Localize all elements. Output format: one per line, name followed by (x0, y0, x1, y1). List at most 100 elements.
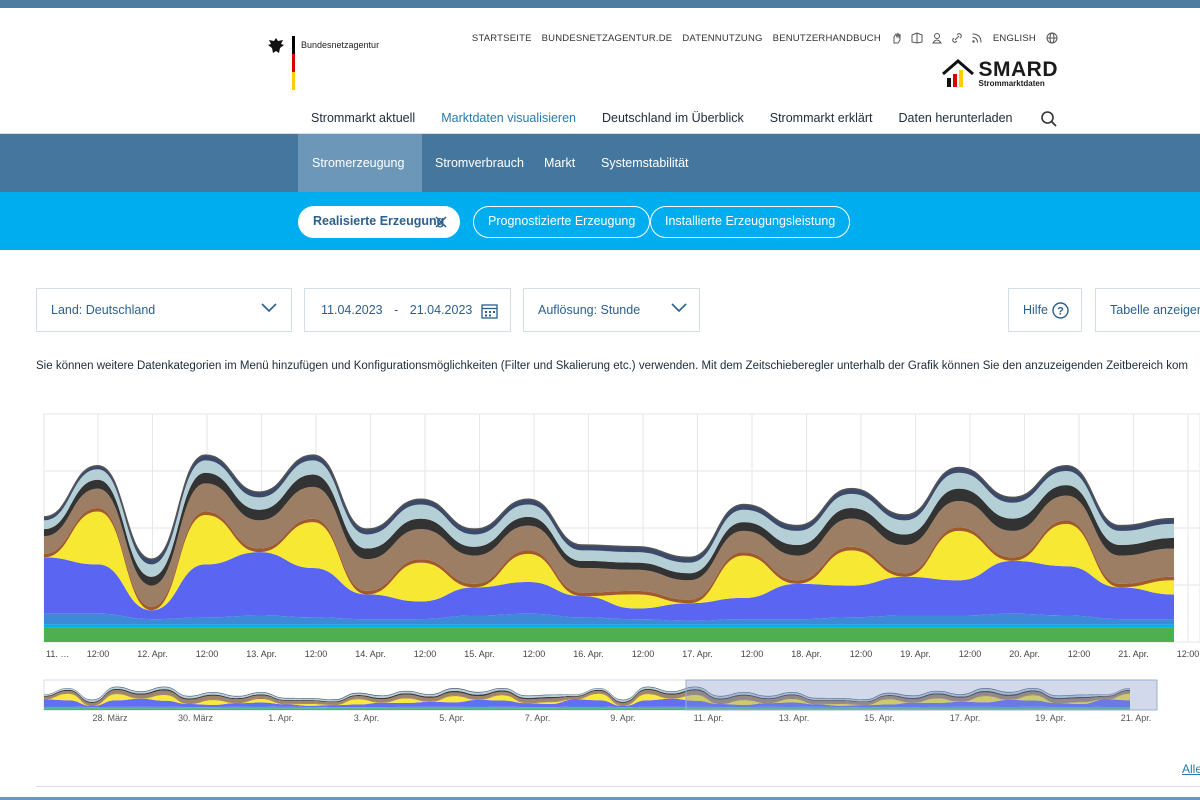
total-outline (43, 454, 1175, 560)
brand-subtitle: Strommarktdaten (978, 78, 1045, 88)
x-tick-label: 12:00 (741, 649, 764, 659)
navigator-tick-label: 21. Apr. (1121, 713, 1152, 723)
chevron-down-icon (671, 303, 687, 313)
x-tick-label: 15. Apr. (464, 649, 495, 659)
date-from[interactable]: 11.04.2023 (321, 303, 383, 317)
navigator-tick-label: 15. Apr. (864, 713, 895, 723)
generation-chart[interactable]: 11. … 12:00 12. Apr. 12:00 13. Apr. 12:00 14. … (0, 400, 1200, 730)
x-tick-label: 12:00 (305, 649, 328, 659)
x-tick-label: 12:00 (196, 649, 219, 659)
x-tick-label: 12:00 (959, 649, 982, 659)
date-separator: - (394, 303, 399, 317)
util-link-startseite[interactable]: STARTSEITE (471, 32, 532, 44)
org-name: Bundesnetzagentur (301, 40, 380, 50)
navigator-tick-label: 19. Apr. (1035, 713, 1066, 723)
series-area-natural_gas[interactable] (44, 460, 1174, 577)
smard-house-icon (941, 59, 974, 87)
pill-installierte-leistung[interactable]: Installierte Erzeugungsleistung (650, 206, 851, 238)
navigator-tick-label: 11. Apr. (694, 713, 724, 723)
help-label: Hilfe (1023, 303, 1049, 317)
resolution-select-value: Auflösung: Stunde (538, 303, 641, 317)
bna-logo[interactable]: Bundesnetzagentur (266, 36, 379, 90)
eagle-icon (268, 38, 284, 53)
x-tick-label: 12:00 (1068, 649, 1091, 659)
navigator-tick-label: 13. Apr. (779, 713, 810, 723)
navigator-tick-label: 3. Apr. (354, 713, 380, 723)
date-range-picker[interactable]: 11.04.2023 - 21.04.2023 (304, 288, 511, 332)
x-tick-label: 12:00 (523, 649, 546, 659)
language-switch[interactable]: ENGLISH (992, 32, 1036, 44)
series-area-wind_offshore[interactable] (44, 613, 1174, 625)
search-icon[interactable] (1040, 110, 1058, 128)
util-link-bna[interactable]: BUNDESNETZAGENTUR.DE (541, 32, 673, 44)
user-icon[interactable] (931, 32, 943, 44)
series-area-lignite[interactable] (44, 483, 1174, 607)
country-select-value: Land: Deutschland (51, 303, 156, 317)
navigator-tick-label: 5. Apr. (439, 713, 465, 723)
info-text: Sie können weitere Datenkategorien im Me… (36, 360, 1188, 372)
main-nav-strommarkt-aktuell[interactable]: Strommarkt aktuell (311, 111, 416, 125)
utility-nav: STARTSEITE BUNDESNETZAGENTUR.DE DATENNUT… (472, 32, 1058, 44)
x-tick-label: 12:00 (87, 649, 110, 659)
main-nav-deutschland[interactable]: Deutschland im Überblick (602, 111, 744, 125)
navigator-area-wind_offshore (44, 706, 1130, 708)
navigator-tick-label: 17. Apr. (950, 713, 981, 723)
easy-language-icon[interactable] (911, 32, 923, 44)
util-link-handbuch[interactable]: BENUTZERHANDBUCH (772, 32, 881, 44)
series-area-solar[interactable] (44, 511, 1174, 611)
smard-logo[interactable]: SMARD Strommarktdaten (941, 58, 1059, 88)
x-tick-label: 13. Apr. (246, 649, 277, 659)
sub-nav-stromverbrauch[interactable]: Stromverbrauch (435, 156, 524, 170)
chart-svg[interactable]: 11. … 12:00 12. Apr. 12:00 13. Apr. 12:00 14. … (0, 400, 1200, 730)
bottom-bar (0, 797, 1200, 800)
main-nav-daten[interactable]: Daten herunterladen (898, 111, 1013, 125)
country-select[interactable]: Land: Deutschland (36, 288, 292, 332)
navigator-area-lignite (44, 690, 1130, 706)
table-toggle-button[interactable]: Tabelle anzeigen (1095, 288, 1200, 332)
main-nav-strommarkt-erklaert[interactable]: Strommarkt erklärt (769, 111, 873, 125)
x-tick-label: 16. Apr. (573, 649, 604, 659)
link-icon[interactable] (951, 32, 963, 44)
alle-link[interactable]: Alle (1182, 762, 1200, 776)
sign-language-icon[interactable] (891, 32, 903, 44)
table-toggle-label: Tabelle anzeigen (1110, 303, 1200, 317)
x-tick-label: 12:00 (414, 649, 437, 659)
series-area-hydro[interactable] (44, 624, 1174, 628)
x-tick-label: 12:00 (850, 649, 873, 659)
x-tick-label: 12. Apr. (137, 649, 168, 659)
help-icon: ? (1052, 302, 1069, 319)
top-stripe (0, 0, 1200, 8)
navigator-tick-label: 30. März (178, 713, 214, 723)
sub-nav-markt[interactable]: Markt (544, 156, 576, 170)
sub-nav-systemstabilitaet[interactable]: Systemstabilität (601, 156, 689, 170)
x-tick-label: 20. Apr. (1009, 649, 1040, 659)
navigator-area-wind_onshore (44, 698, 1130, 708)
rss-icon[interactable] (971, 32, 983, 44)
svg-text:?: ? (1057, 306, 1064, 318)
x-tick-label: 21. Apr. (1118, 649, 1149, 659)
pill-realisierte-erzeugung[interactable]: Realisierte Erzeugung (298, 206, 460, 238)
util-link-datennutzung[interactable]: DATENNUTZUNG (682, 32, 763, 44)
resolution-select[interactable]: Auflösung: Stunde (523, 288, 700, 332)
pill-realisierte-label: Realisierte Erzeugung (313, 214, 445, 228)
calendar-icon[interactable] (481, 303, 498, 319)
category-pill-bar: Realisierte Erzeugung Prognostizierte Er… (0, 192, 1200, 250)
date-to[interactable]: 21.04.2023 (409, 303, 473, 317)
series-area-hard_coal[interactable] (44, 472, 1174, 586)
series-area-biomass[interactable] (44, 627, 1174, 642)
help-button[interactable]: Hilfe ? (1008, 288, 1082, 332)
sub-nav-stromerzeugung-label: Stromerzeugung (312, 156, 405, 170)
x-tick-label: 18. Apr. (791, 649, 822, 659)
x-tick-label: 19. Apr. (900, 649, 931, 659)
pill-prognostizierte-erzeugung[interactable]: Prognostizierte Erzeugung (473, 206, 651, 238)
close-icon[interactable] (435, 216, 447, 228)
divider (36, 786, 1200, 787)
globe-icon[interactable] (1046, 32, 1058, 44)
navigator-tick-label: 1. Apr. (268, 713, 294, 723)
x-tick-label: 17. Apr. (682, 649, 713, 659)
navigator-tick-label: 28. März (92, 713, 128, 723)
sub-nav-stromerzeugung[interactable]: Stromerzeugung (298, 134, 422, 225)
series-area-wind_onshore[interactable] (44, 552, 1174, 621)
chart-controls: Land: Deutschland 11.04.2023 - 21.04.202… (0, 288, 1200, 332)
navigator-selection[interactable] (685, 679, 1158, 711)
